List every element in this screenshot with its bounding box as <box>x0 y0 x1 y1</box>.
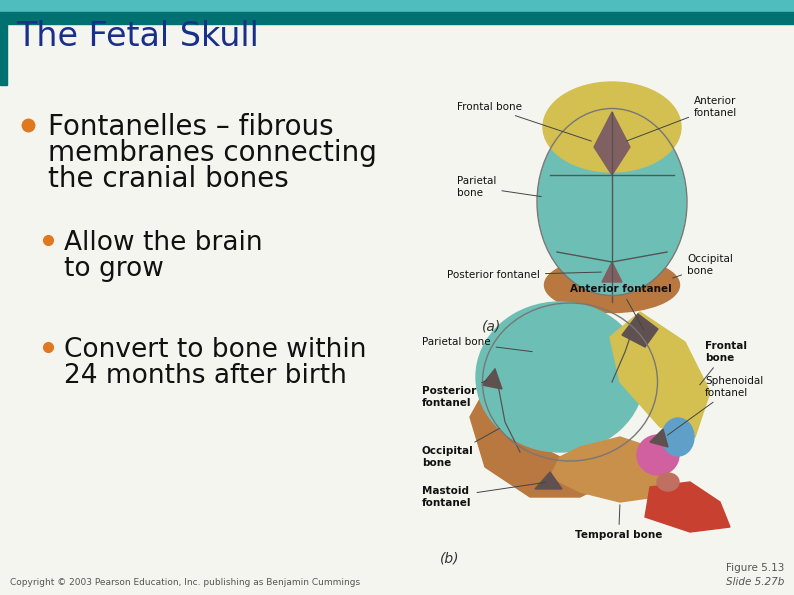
Text: Parietal
bone: Parietal bone <box>457 176 542 198</box>
Text: Posterior fontanel: Posterior fontanel <box>447 270 601 280</box>
Text: Frontal
bone: Frontal bone <box>700 341 747 385</box>
Ellipse shape <box>538 109 686 295</box>
Bar <box>0 0 794 12</box>
Text: Anterior fontanel: Anterior fontanel <box>570 284 672 330</box>
Polygon shape <box>482 369 502 389</box>
Text: Anterior
fontanel: Anterior fontanel <box>626 96 738 141</box>
Text: Parietal bone: Parietal bone <box>422 337 532 352</box>
Text: Posterior
fontanel: Posterior fontanel <box>422 380 488 408</box>
Text: Convert to bone within: Convert to bone within <box>64 337 367 363</box>
Text: Copyright © 2003 Pearson Education, Inc. publishing as Benjamin Cummings: Copyright © 2003 Pearson Education, Inc.… <box>10 578 360 587</box>
Polygon shape <box>622 314 658 347</box>
Text: Temporal bone: Temporal bone <box>575 505 662 540</box>
Text: Allow the brain: Allow the brain <box>64 230 263 256</box>
Text: Frontal bone: Frontal bone <box>457 102 592 141</box>
Polygon shape <box>550 437 670 502</box>
Ellipse shape <box>543 82 681 172</box>
Text: to grow: to grow <box>64 256 164 282</box>
Text: Occipital
bone: Occipital bone <box>673 254 733 278</box>
Text: Sphenoidal
fontanel: Sphenoidal fontanel <box>667 376 763 436</box>
Text: Fontanelles – fibrous: Fontanelles – fibrous <box>48 113 333 141</box>
Ellipse shape <box>476 302 644 452</box>
Text: Slide 5.27b: Slide 5.27b <box>726 577 784 587</box>
Text: 24 months after birth: 24 months after birth <box>64 363 347 389</box>
Bar <box>0 12 794 24</box>
Text: membranes connecting: membranes connecting <box>48 139 377 167</box>
Text: Mastoid
fontanel: Mastoid fontanel <box>422 483 545 508</box>
Text: (a): (a) <box>482 319 501 333</box>
Polygon shape <box>645 482 730 532</box>
Ellipse shape <box>637 435 679 475</box>
Polygon shape <box>594 112 630 175</box>
Text: The Fetal Skull: The Fetal Skull <box>16 20 259 54</box>
Ellipse shape <box>662 418 694 456</box>
Polygon shape <box>610 312 710 437</box>
Ellipse shape <box>545 258 680 312</box>
Text: Figure 5.13: Figure 5.13 <box>726 563 784 573</box>
Text: Occipital
bone: Occipital bone <box>422 428 499 468</box>
Text: (b): (b) <box>440 552 460 566</box>
Text: the cranial bones: the cranial bones <box>48 165 289 193</box>
Polygon shape <box>470 372 610 497</box>
Polygon shape <box>650 429 668 447</box>
Polygon shape <box>535 472 562 489</box>
Bar <box>0 24 7 85</box>
Ellipse shape <box>657 473 679 491</box>
Polygon shape <box>602 262 622 282</box>
